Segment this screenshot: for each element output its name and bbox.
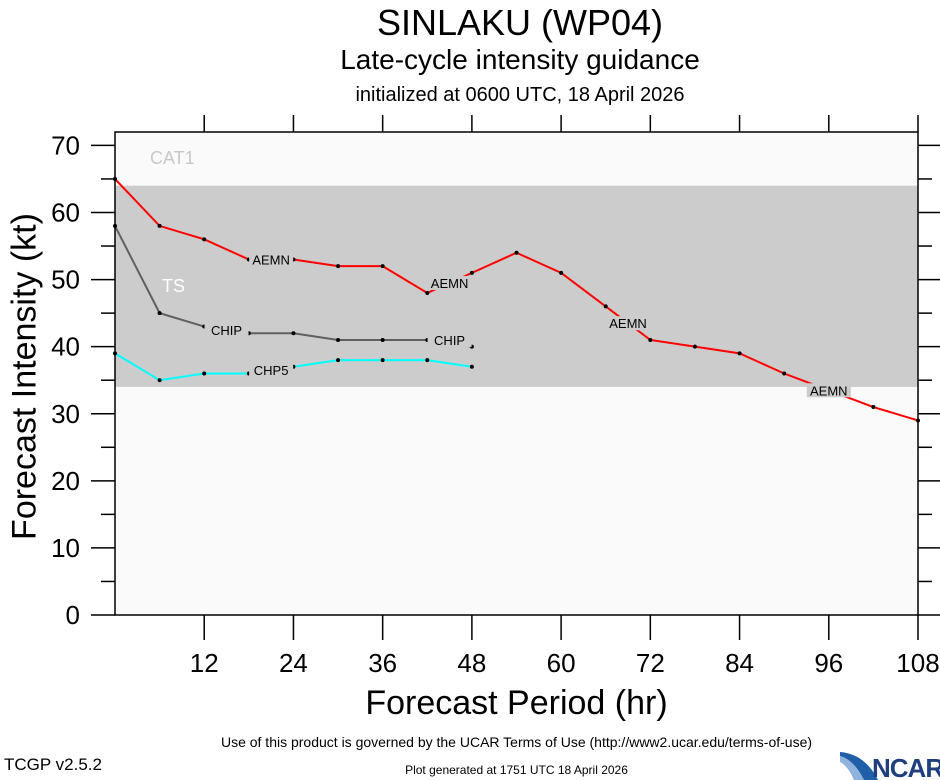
x-tick-label: 84: [725, 648, 754, 678]
series-label-bg: [204, 322, 249, 337]
terms-of-use: Use of this product is governed by the U…: [220, 734, 813, 750]
series-label: AEMN: [252, 252, 290, 267]
data-point: [336, 337, 341, 342]
data-point: [336, 264, 341, 269]
generated-time: Plot generated at 1751 UTC 18 April 2026: [405, 763, 628, 777]
series-label: AEMN: [810, 383, 848, 398]
band-label-cat1: CAT1: [150, 148, 195, 168]
data-point: [469, 364, 474, 369]
data-point: [648, 337, 653, 342]
series-label: CHIP: [434, 333, 465, 348]
data-point: [291, 331, 296, 336]
series-label: AEMN: [431, 276, 469, 291]
ncar-logo: NCAR: [872, 753, 940, 780]
series-label-bg: [806, 383, 851, 398]
version-label: TCGP v2.5.2: [4, 755, 102, 774]
y-tick-label: 0: [66, 600, 80, 630]
data-point: [157, 311, 162, 316]
x-tick-label: 24: [279, 648, 308, 678]
x-axis-label: Forecast Period (hr): [365, 684, 668, 722]
y-tick-label: 20: [51, 466, 80, 496]
data-point: [692, 344, 697, 349]
y-tick-label: 70: [51, 130, 80, 160]
y-tick-label: 30: [51, 399, 80, 429]
data-point: [202, 237, 207, 242]
x-tick-label: 72: [636, 648, 665, 678]
data-point: [737, 351, 742, 356]
data-point: [157, 378, 162, 383]
y-tick-label: 10: [51, 533, 80, 563]
data-point: [380, 358, 385, 363]
y-axis-label: Forecast Intensity (kt): [5, 213, 44, 540]
data-point: [782, 371, 787, 376]
series-label-bg: [606, 316, 651, 331]
series-label-bg: [249, 363, 294, 378]
data-point: [202, 371, 207, 376]
data-point: [559, 270, 564, 275]
x-tick-label: 12: [190, 648, 219, 678]
band-ts: [115, 185, 918, 387]
data-point: [425, 358, 430, 363]
series-label-bg: [427, 275, 472, 290]
x-tick-label: 48: [457, 648, 486, 678]
data-point: [603, 304, 608, 309]
series-label: CHP5: [254, 363, 289, 378]
chart-title: SINLAKU (WP04): [376, 2, 664, 43]
chart-init-time: initialized at 0600 UTC, 18 April 2026: [355, 84, 685, 106]
series-label-bg: [427, 332, 472, 347]
y-tick-label: 40: [51, 332, 80, 362]
x-tick-label: 60: [547, 648, 576, 678]
ncar-logo-swoosh-icon: [840, 752, 878, 780]
data-point: [380, 337, 385, 342]
band-label-ts: TS: [162, 276, 185, 296]
x-tick-label: 36: [368, 648, 397, 678]
series-label: AEMN: [609, 316, 647, 331]
series-label-bg: [249, 252, 294, 267]
data-point: [469, 270, 474, 275]
chart-subtitle: Late-cycle intensity guidance: [340, 44, 700, 75]
y-tick-label: 60: [51, 198, 80, 228]
data-point: [871, 405, 876, 410]
x-tick-label: 108: [896, 648, 939, 678]
data-point: [514, 250, 519, 255]
data-point: [425, 291, 430, 295]
x-tick-label: 96: [814, 648, 843, 678]
data-point: [157, 223, 162, 228]
data-point: [380, 264, 385, 269]
series-label: CHIP: [211, 323, 242, 338]
plot-frame: [114, 131, 919, 616]
y-tick-label: 50: [51, 265, 80, 295]
data-point: [336, 358, 341, 363]
